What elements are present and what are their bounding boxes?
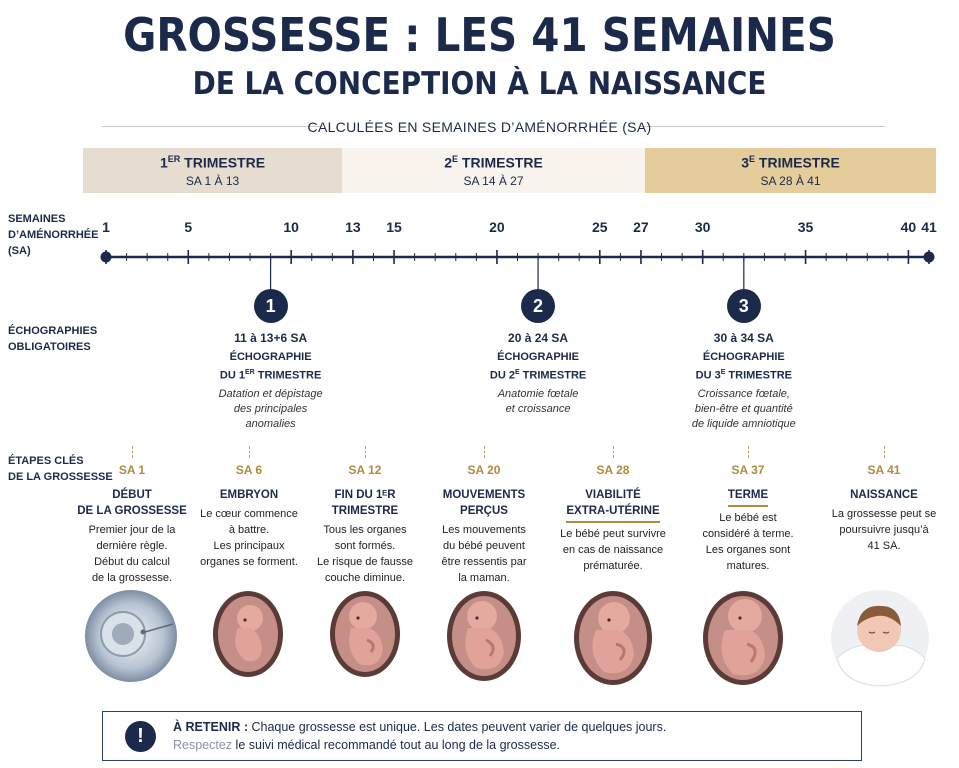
stage-sa41-week: SA 41 (867, 463, 901, 477)
fetus-37-icon (703, 591, 783, 685)
retenir-line-1: À RETENIR : Chaque grossesse est unique.… (173, 720, 667, 734)
tick-label: 20 (489, 219, 505, 235)
echo-2-desc: Anatomie fœtale et croissance (497, 387, 579, 415)
tick-label: 10 (283, 219, 299, 235)
egg-cell-icon (85, 590, 177, 682)
stage-sa20: SA 20 MOUVEMENTS PERÇUS Les mouvements du … (425, 446, 543, 586)
echo-3-range: 30 à 34 SA (713, 331, 774, 345)
stage-sa28: SA 28 VIABILITÉ EXTRA-UTÉRINE Le bébé peu… (548, 446, 678, 574)
divider-left (102, 126, 322, 127)
stage-sa6-desc: Le cœur commence à battre. Les principaux o… (200, 508, 298, 568)
trimester-2-band: 2E TRIMESTRE SA 14 À 27 (342, 148, 645, 193)
echo-2-name: ÉCHOGRAPHIE DU 2E TRIMESTRE (489, 351, 587, 382)
trimester-1-band: 1ER TRIMESTRE SA 1 À 13 (83, 148, 342, 193)
tick-label: 15 (386, 219, 402, 235)
trimester-3-range: SA 28 À 41 (760, 173, 821, 188)
stage-sa28-desc: Le bébé peut survivre en cas de naissance… (560, 528, 666, 572)
divider-right (640, 126, 885, 127)
stage-sa6-name: EMBRYON (219, 489, 279, 501)
embryon-icon (213, 591, 283, 677)
axis-start-dot (100, 251, 112, 263)
stage-sa41-name: NAISSANCE (850, 489, 918, 501)
fetus-28-icon (574, 591, 652, 685)
steps-side-label: ÉTAPES CLÉS DE LA GROSSESSE (8, 455, 113, 483)
tick-label: 27 (633, 219, 649, 235)
main-subtitle: DE LA CONCEPTION À LA NAISSANCE (192, 66, 767, 102)
stage-sa6: SA 6 EMBRYON Le cœur commence à battre. Le… (190, 446, 308, 570)
trimester-2-title: 2E TRIMESTRE (444, 154, 543, 171)
main-title: GROSSESSE : LES 41 SEMAINES (123, 8, 836, 62)
echo-2-number: 2 (521, 289, 556, 323)
echo-3-number: 3 (726, 289, 761, 323)
stage-sa12-desc: Tous les organes sont formés. Le risque de… (316, 524, 413, 584)
stage-sa28-week: SA 28 (596, 463, 630, 477)
fetus-icon (330, 591, 400, 677)
stage-sa37-week: SA 37 (731, 463, 765, 477)
stage-sa12-name: FIN DU 1ᴱR TRIMESTRE (331, 489, 399, 517)
tick-label: 13 (345, 219, 361, 235)
stage-sa20-name: MOUVEMENTS PERÇUS (442, 489, 526, 517)
stage-sa41-desc: La grossesse peut se poursuivre jusqu’à 41… (831, 508, 937, 552)
echo-1-range: 11 à 13+6 SA (234, 331, 308, 345)
stage-sa20-week: SA 20 (467, 463, 501, 477)
trimester-1-title: 1ER TRIMESTRE (159, 154, 266, 171)
echo-3: 3 30 à 34 SA ÉCHOGRAPHIE DU 3E TRIMESTRE … (669, 289, 819, 432)
stage-sa6-week: SA 6 (235, 463, 263, 477)
stage-sa12-week: SA 12 (348, 463, 382, 477)
retenir-line-2: Respectez le suivi médical recommandé to… (173, 738, 561, 752)
fetus-20-icon (447, 591, 521, 681)
stage-sa37-name: TERME (689, 487, 807, 507)
tick-label: 30 (694, 219, 711, 235)
echo-3-name: ÉCHOGRAPHIE DU 3E TRIMESTRE (695, 351, 792, 382)
trimester-2-range: SA 14 À 27 (463, 173, 524, 188)
stage-sa12: SA 12 FIN DU 1ᴱR TRIMESTRE Tous les organ… (306, 446, 424, 586)
tick-label: 25 (592, 219, 608, 235)
tick-label: 40 (900, 219, 917, 235)
echo-2-range: 20 à 24 SA (508, 331, 569, 345)
echo-1-desc: Datation et dépistage des principales anom… (218, 387, 323, 430)
echo-side-label: ÉCHOGRAPHIES OBLIGATOIRES (8, 325, 98, 353)
axis-end-dot (923, 251, 935, 263)
stage-sa20-desc: Les mouvements du bébé peuvent être ressen… (441, 524, 527, 584)
echo-3-desc: Croissance fœtale, bien-être et quantité d… (691, 387, 796, 430)
tick-label: 5 (184, 219, 193, 235)
echo-1: 1 11 à 13+6 SA ÉCHOGRAPHIE DU 1ER TRIMEST… (196, 289, 346, 432)
tick-label: 1 (102, 219, 110, 235)
axis-side-label: SEMAINES D’AMÉNORRHÉE (SA) (8, 213, 99, 257)
echo-1-number: 1 (253, 289, 288, 323)
tick-label: 35 (797, 219, 814, 235)
stage-sa28-name: VIABILITÉ EXTRA-UTÉRINE (548, 487, 678, 523)
retenir-box: ! À RETENIR : Chaque grossesse est uniqu… (102, 711, 862, 761)
trimester-3-band: 3E TRIMESTRE SA 28 À 41 (645, 148, 936, 193)
week-axis (100, 250, 935, 290)
echo-1-name: ÉCHOGRAPHIE DU 1ER TRIMESTRE (219, 351, 322, 382)
stage-sa37: SA 37 TERME Le bébé est considéré à terme… (689, 446, 807, 574)
trimester-1-range: SA 1 À 13 (185, 173, 240, 188)
tick-label: 41 (921, 219, 937, 235)
stage-sa1-week: SA 1 (118, 463, 146, 477)
warning-icon: ! (125, 721, 156, 752)
stage-sa1-name: DÉBUT DE LA GROSSESSE (77, 489, 187, 517)
newborn-icon (831, 590, 929, 687)
stage-sa1: SA 1 DÉBUT DE LA GROSSESSE Premier jour d… (73, 446, 191, 586)
stage-sa37-desc: Le bébé est considéré à terme. Les organes… (702, 512, 794, 572)
stage-sa1-desc: Premier jour de la dernière règle. Début d… (88, 524, 176, 584)
echo-2: 2 20 à 24 SA ÉCHOGRAPHIE DU 2E TRIMESTRE … (463, 289, 613, 417)
units-caption: CALCULÉES EN SEMAINES D’AMÉNORRHÉE (SA) (307, 119, 652, 135)
trimester-3-title: 3E TRIMESTRE (741, 154, 840, 171)
stage-sa41: SA 41 NAISSANCE La grossesse peut se pour… (825, 446, 943, 554)
